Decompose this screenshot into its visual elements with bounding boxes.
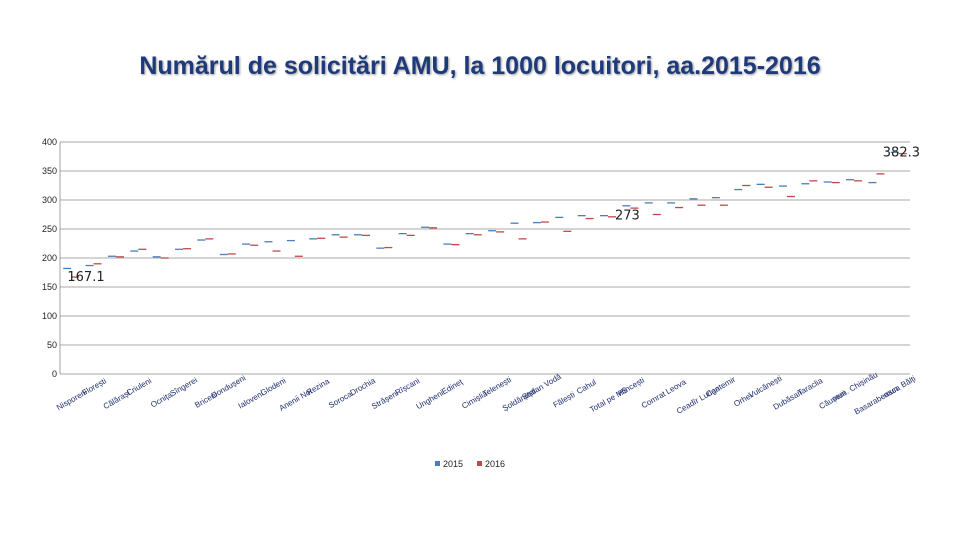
legend-label-2015: 2015 <box>443 459 463 469</box>
x-category-label: Vulcănești <box>747 374 783 400</box>
x-category-label: Drochia <box>349 376 378 398</box>
x-category-label: Cahul <box>575 378 598 396</box>
data-marks <box>63 151 907 278</box>
x-category-label: Cantemir <box>704 375 737 399</box>
series-2015 <box>63 151 899 270</box>
x-category-label: Sîngerei <box>169 375 199 398</box>
x-category-label: Comrat <box>640 389 668 410</box>
x-category-label: Rîșcani <box>394 376 422 397</box>
x-category-label: Ungheni <box>415 388 446 411</box>
annotation-label: 273 <box>615 209 640 224</box>
y-tick-label: 100 <box>42 311 57 321</box>
y-tick-label: 200 <box>42 253 57 263</box>
legend-swatch-2016 <box>477 461 482 466</box>
y-tick-label: 400 <box>42 137 57 147</box>
annotations: 167.1 273 382.3 <box>67 145 920 285</box>
legend-swatch-2015 <box>435 461 440 466</box>
x-category-label: Ștefan Vodă <box>521 372 564 402</box>
y-tick-label: 300 <box>42 195 57 205</box>
chart-title: Numărul de solicitări AMU, la 1000 locui… <box>0 52 960 81</box>
y-tick-label: 250 <box>42 224 57 234</box>
x-category-label: Edineț <box>440 377 465 397</box>
annotation-label: 382.3 <box>883 145 920 160</box>
x-category-label: Rezina <box>305 376 332 397</box>
x-category-label: Fălești <box>552 390 577 410</box>
annotation-label: 167.1 <box>67 270 104 285</box>
y-axis-ticks: 0 50 100 150 200 250 300 350 400 <box>42 137 57 379</box>
x-category-label: mun. Bălți <box>882 374 917 400</box>
legend: 2015 2016 <box>435 459 505 469</box>
y-tick-label: 50 <box>47 340 57 350</box>
y-tick-label: 350 <box>42 166 57 176</box>
grid-lines <box>59 141 910 375</box>
y-tick-label: 0 <box>52 369 57 379</box>
x-axis-category-labels: NisporeniFloreștiCălărașiCriuleniOcnițaS… <box>55 370 917 416</box>
x-category-label: Glodeni <box>259 376 288 398</box>
x-category-label: Florești <box>81 376 108 397</box>
y-tick-label: 150 <box>42 282 57 292</box>
x-category-label: Criuleni <box>125 376 153 397</box>
series-2016 <box>71 152 907 278</box>
x-category-label: Telenești <box>481 375 513 399</box>
x-category-label: Leova <box>664 377 688 396</box>
legend-label-2016: 2016 <box>485 459 505 469</box>
x-category-label: Taraclia <box>796 376 825 398</box>
chart-title-text: Numărul de solicitări AMU, la 1000 locui… <box>139 52 821 80</box>
x-category-label: Dondușeni <box>210 373 248 400</box>
x-category-label: Hîncești <box>616 376 646 398</box>
